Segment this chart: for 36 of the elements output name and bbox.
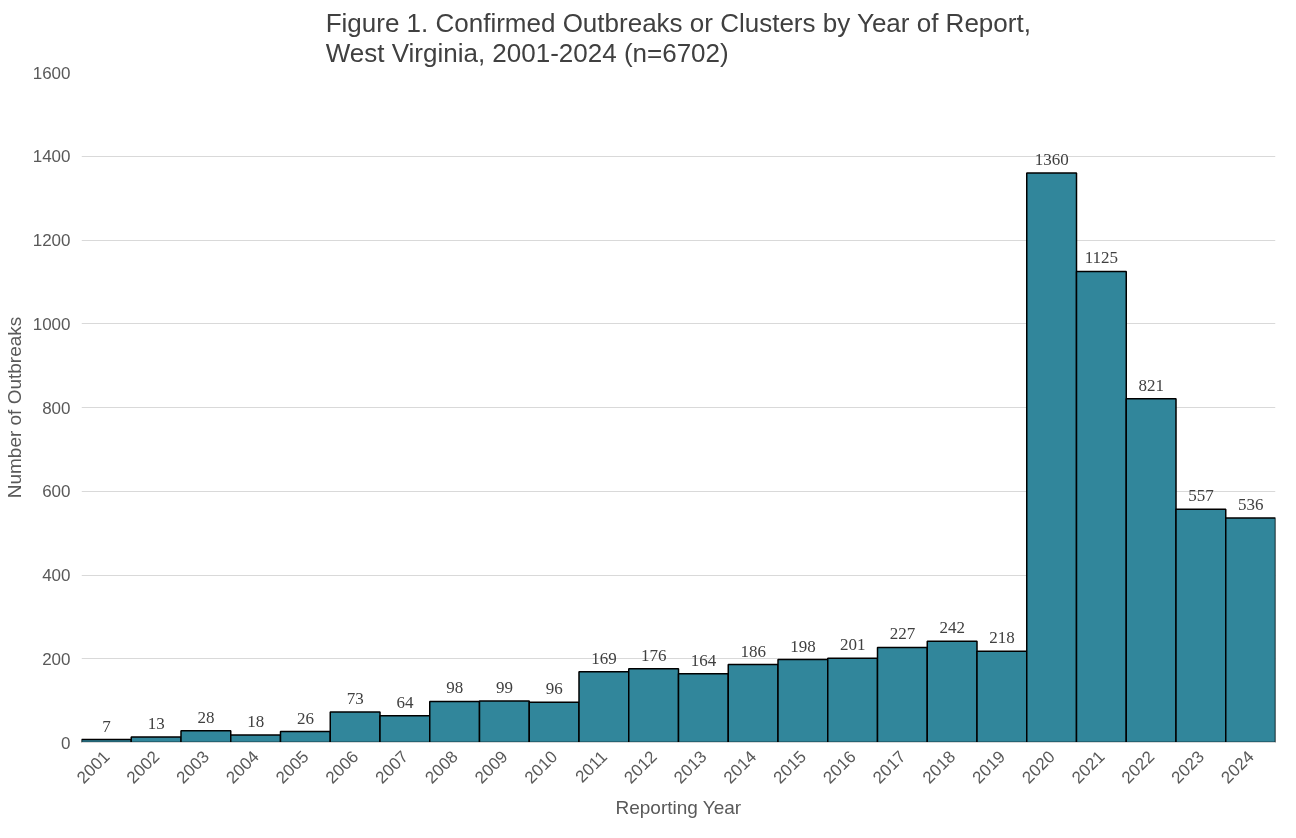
data-label: 26	[296, 708, 314, 728]
data-label: 201	[839, 635, 866, 655]
y-tick-label: 1000	[32, 314, 71, 334]
y-tick-label: 0	[61, 733, 71, 753]
y-tick-label: 200	[42, 649, 71, 669]
data-label: 7	[102, 716, 112, 736]
data-label: 186	[740, 641, 766, 661]
data-label: 164	[690, 650, 717, 670]
y-tick-label: 1200	[32, 231, 71, 250]
data-label: 73	[346, 688, 364, 708]
data-label: 176	[640, 645, 667, 665]
data-label: 242	[939, 618, 965, 638]
data-label: 1125	[1084, 248, 1119, 268]
data-label: 96	[545, 679, 563, 699]
data-label: 99	[495, 678, 513, 698]
y-tick-label: 1600	[32, 63, 71, 83]
y-tick-label: 400	[42, 566, 71, 585]
data-label: 218	[989, 628, 1015, 648]
data-label: 536	[1237, 495, 1264, 515]
data-label: 557	[1188, 486, 1215, 506]
data-label: 1360	[1034, 150, 1069, 169]
data-label: 13	[147, 714, 165, 734]
chart-title: Figure 1. Confirmed Outbreaks or Clusters by Year of Report, West Virginia, 2001-2024 (n=6702)	[325, 7, 1031, 68]
data-label: 169	[591, 648, 617, 668]
data-label: 821	[1138, 375, 1164, 395]
y-tick-label: 1400	[32, 147, 71, 167]
data-label: 227	[889, 624, 916, 644]
y-tick-label: 600	[42, 482, 71, 502]
y-axis-title: Number of Outbreaks	[3, 316, 25, 499]
data-label: 98	[446, 678, 464, 698]
y-tick-label: 800	[42, 398, 71, 418]
data-label: 28	[197, 707, 215, 727]
data-label: 198	[790, 636, 816, 656]
data-label: 18	[247, 711, 265, 731]
data-label: 64	[396, 692, 414, 712]
x-axis-title: Reporting Year	[615, 796, 742, 818]
